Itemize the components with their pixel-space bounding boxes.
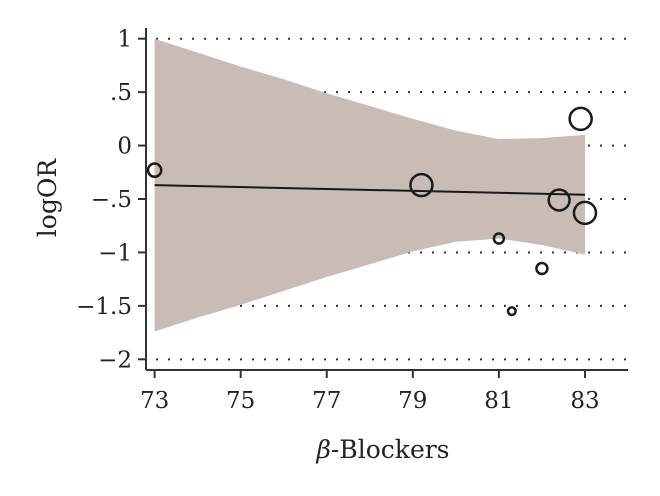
y-tick-label: 1 [117, 27, 132, 53]
confidence-band-group [154, 38, 585, 332]
y-tick-label: −2 [98, 347, 132, 373]
x-tick-label: 83 [570, 388, 599, 414]
x-tick-label: 79 [398, 388, 427, 414]
data-point-5 [547, 188, 571, 212]
data-point-1 [409, 172, 434, 198]
data-point-6 [568, 106, 593, 132]
data-points [146, 106, 598, 317]
data-point-4 [535, 261, 549, 276]
y-tick-label: 0 [117, 134, 132, 160]
y-tick-label: −1.5 [76, 294, 132, 320]
x-axis-title-symbol: β [315, 435, 330, 464]
confidence-band [154, 38, 585, 332]
x-tick-label: 77 [312, 388, 341, 414]
y-axis-title: logOR [33, 158, 62, 238]
y-tick-label: −.5 [91, 187, 132, 213]
ticks: 1 .5 0 −.5 −1 −1.5 −2 73 75 77 79 81 83 [76, 27, 599, 414]
x-tick-label: 81 [484, 388, 513, 414]
x-tick-label: 73 [140, 388, 169, 414]
x-axis-title: β-Blockers [315, 435, 449, 464]
x-tick-label: 75 [226, 388, 255, 414]
x-axis-title-text: -Blockers [331, 435, 450, 464]
data-point-0 [146, 162, 163, 178]
y-tick-label: .5 [110, 80, 132, 106]
data-point-7 [572, 200, 598, 226]
regression-line [154, 184, 585, 196]
fit-line-group [154, 184, 585, 196]
data-point-2 [492, 232, 506, 245]
data-point-3 [506, 306, 517, 317]
y-tick-label: −1 [98, 240, 132, 266]
